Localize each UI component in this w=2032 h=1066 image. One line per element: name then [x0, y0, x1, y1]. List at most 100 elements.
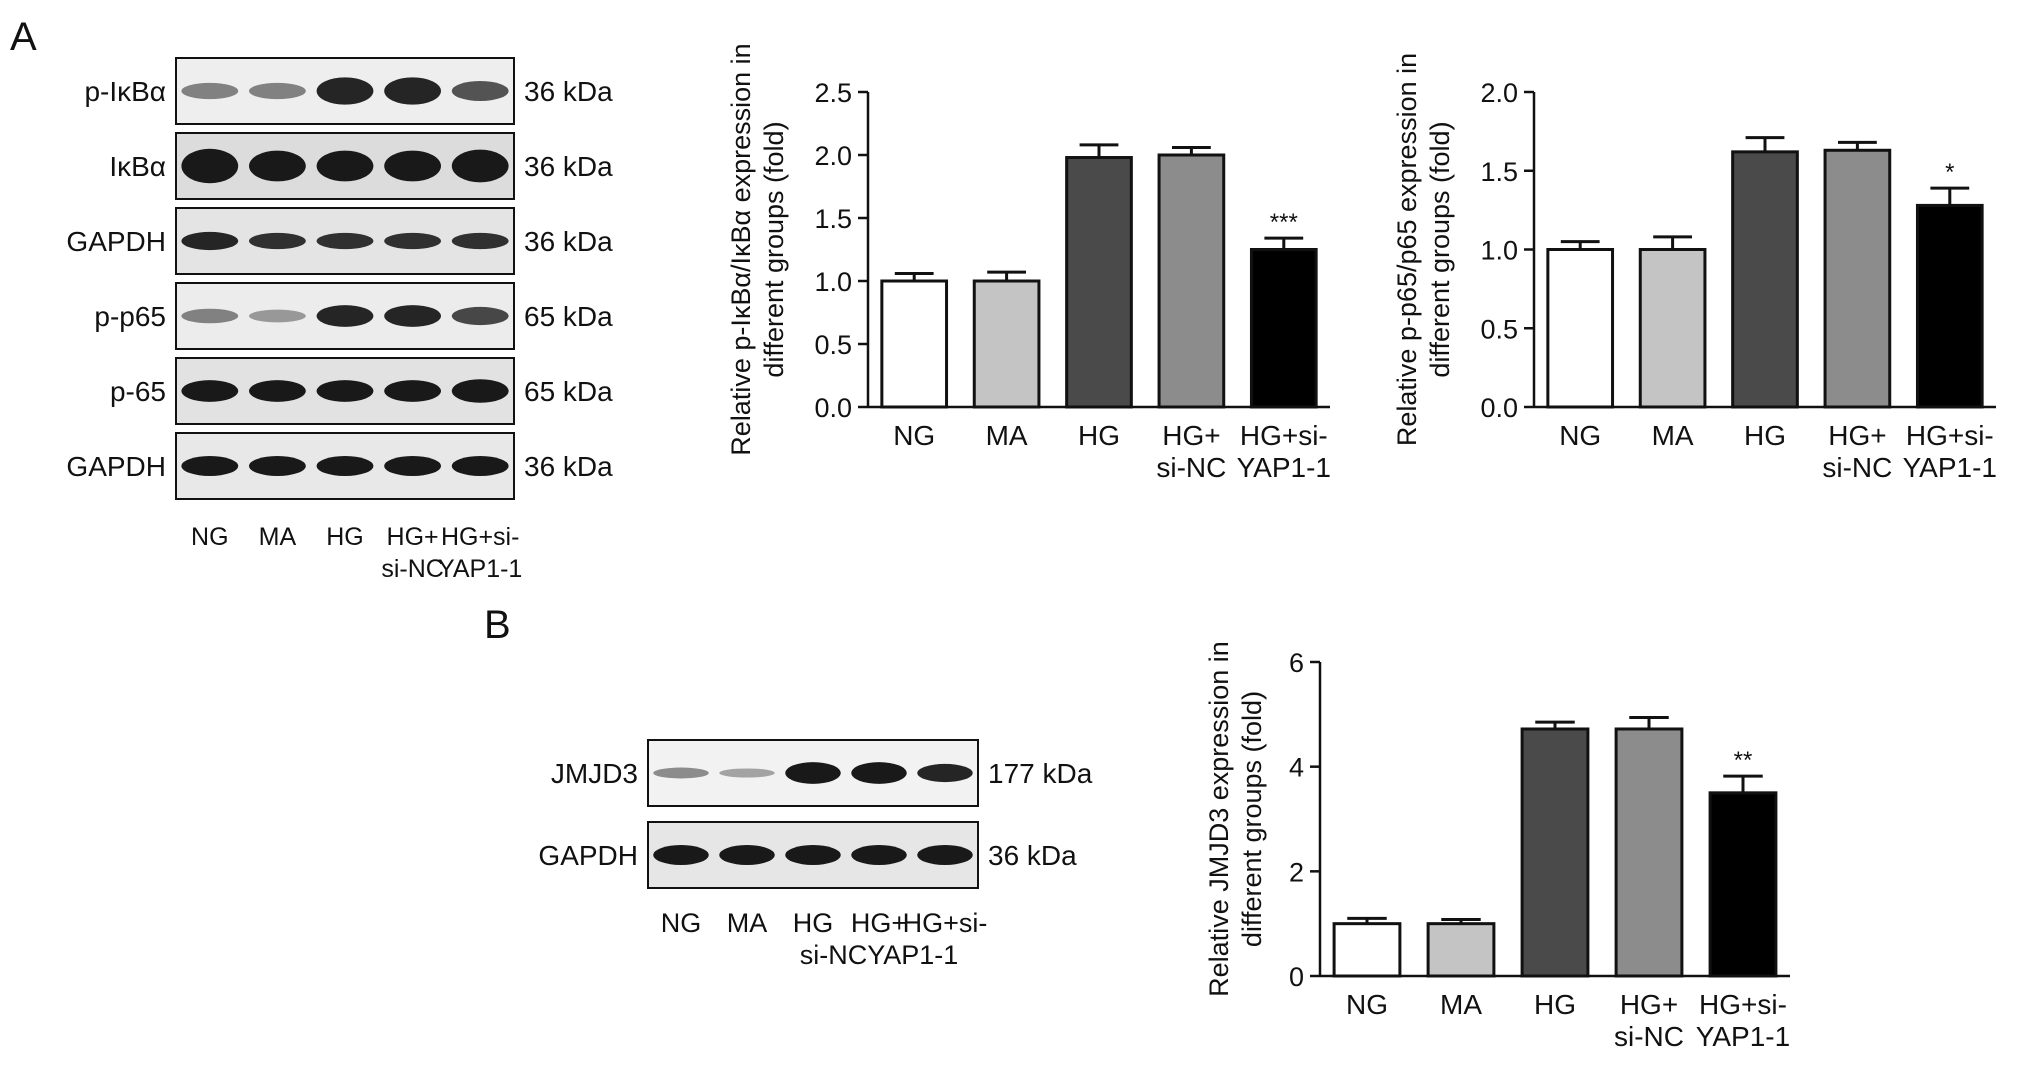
bar	[1249, 248, 1318, 409]
blot-lane-label: YAP1-1	[438, 555, 522, 583]
blot-band	[451, 232, 509, 250]
y-axis-label: Relative JMJD3 expression in	[1204, 641, 1234, 997]
blot-row-label: IκBα	[109, 151, 166, 182]
bar	[1157, 153, 1226, 409]
x-tick-label: HG	[1534, 989, 1576, 1020]
x-tick-label: HG+si-	[1699, 989, 1787, 1020]
blot-band	[249, 456, 306, 476]
blot-band	[384, 305, 441, 327]
blot-lane-label: NG	[661, 908, 702, 938]
x-tick-label: YAP1-1	[1696, 1021, 1790, 1052]
x-tick-label: HG	[1078, 420, 1120, 451]
bar	[1426, 922, 1496, 978]
significance-marker: ***	[1270, 209, 1298, 236]
x-tick-label: si-NC	[1614, 1021, 1684, 1052]
blot-lane-label: HG	[793, 908, 834, 938]
bar-chart-p-p65: 0.0 0.5 1.0 1.5 2.0 NG MA HG HG+si-NC * HG+si-YAP1…	[1392, 53, 1997, 483]
blot-band	[316, 232, 374, 250]
y-tick-label: 2.0	[814, 141, 852, 171]
blot-row-label: GAPDH	[66, 451, 166, 482]
y-tick-label: 4	[1289, 753, 1304, 783]
x-tick-label: MA	[986, 420, 1028, 451]
y-axis-label: different groups (fold)	[759, 121, 789, 377]
bar	[1823, 148, 1892, 409]
y-tick-label: 2	[1289, 857, 1304, 887]
x-tick-label: HG+si-	[1240, 420, 1328, 451]
blot-band	[316, 305, 374, 327]
x-tick-label: MA	[1652, 420, 1694, 451]
bar	[1614, 727, 1684, 978]
x-tick-label: YAP1-1	[1903, 452, 1997, 483]
blot-lane-label: MA	[727, 908, 768, 938]
x-tick-label: YAP1-1	[1237, 452, 1331, 483]
blot-band	[917, 763, 973, 783]
y-tick-label: 1.0	[1480, 236, 1518, 266]
blot-band	[451, 456, 509, 476]
blot-band	[249, 380, 306, 402]
y-axis-label: Relative p-IκBα/IκBα expression in	[726, 43, 756, 455]
blot-band	[785, 845, 841, 865]
blot-band	[384, 380, 441, 402]
y-tick-label: 1.5	[814, 204, 852, 234]
y-tick-label: 0.5	[814, 330, 852, 360]
blot-band	[451, 306, 509, 326]
y-tick-label: 1.0	[814, 267, 852, 297]
y-tick-label: 6	[1289, 648, 1304, 678]
blot-band	[653, 767, 709, 779]
blot-row-label: GAPDH	[538, 840, 638, 871]
blot-band	[851, 845, 907, 865]
bar	[1708, 791, 1778, 978]
blot-lane-label: HG+	[851, 908, 907, 938]
blot-row-label: p-65	[110, 376, 166, 407]
y-tick-label: 0.0	[814, 393, 852, 423]
x-tick-label: HG+	[1620, 989, 1678, 1020]
blot-lane-label: HG	[326, 523, 364, 551]
blot-lane-label: HG+si-	[441, 523, 519, 551]
blot-row-label: JMJD3	[551, 758, 638, 789]
y-axis-label: Relative p-p65/p65 expression in	[1392, 53, 1422, 446]
blot-size-label: 65 kDa	[524, 376, 613, 407]
y-tick-label: 0	[1289, 962, 1304, 992]
blot-band	[384, 77, 441, 105]
bar	[1915, 203, 1984, 409]
blot-size-label: 65 kDa	[524, 301, 613, 332]
blot-lane-label: NG	[191, 523, 229, 551]
blot-band	[451, 149, 509, 183]
x-tick-label: HG+	[1828, 420, 1886, 451]
blot-band	[653, 845, 709, 865]
blot-band	[181, 148, 239, 184]
blot-band	[249, 150, 306, 182]
blot-row-label: GAPDH	[66, 226, 166, 257]
blot-size-label: 36 kDa	[524, 76, 613, 107]
y-tick-label: 2.0	[1480, 78, 1518, 108]
x-tick-label: NG	[1346, 989, 1388, 1020]
x-tick-label: HG+	[1162, 420, 1220, 451]
bar	[1065, 156, 1133, 409]
blot-band	[316, 456, 374, 476]
bar	[1546, 248, 1615, 409]
blot-lane-label: MA	[259, 523, 297, 551]
x-tick-label: NG	[1559, 420, 1601, 451]
blot-band	[181, 308, 239, 324]
x-tick-label: HG+si-	[1906, 420, 1994, 451]
blot-size-label: 36 kDa	[524, 451, 613, 482]
blot-band	[181, 231, 239, 251]
blot-band	[384, 150, 441, 182]
y-tick-label: 2.5	[814, 78, 852, 108]
panel-label-b: B	[484, 603, 511, 647]
western-blot-panel-b: JMJD3 177 kDa GAPDH 36 kDa NG MA HG HG+HG+si-si…	[538, 739, 1093, 970]
bar	[880, 279, 949, 409]
significance-marker: **	[1734, 747, 1753, 774]
blot-lane-label: HG+	[387, 523, 439, 551]
bar	[1731, 150, 1799, 409]
blot-size-label: 36 kDa	[524, 151, 613, 182]
x-tick-label: MA	[1440, 989, 1482, 1020]
blot-band	[249, 82, 306, 100]
y-tick-label: 0.0	[1480, 393, 1518, 423]
blot-band	[851, 762, 907, 784]
blot-band	[451, 379, 509, 403]
y-axis-label: different groups (fold)	[1425, 121, 1455, 377]
bar	[972, 279, 1041, 409]
y-axis-label: different groups (fold)	[1237, 691, 1267, 947]
